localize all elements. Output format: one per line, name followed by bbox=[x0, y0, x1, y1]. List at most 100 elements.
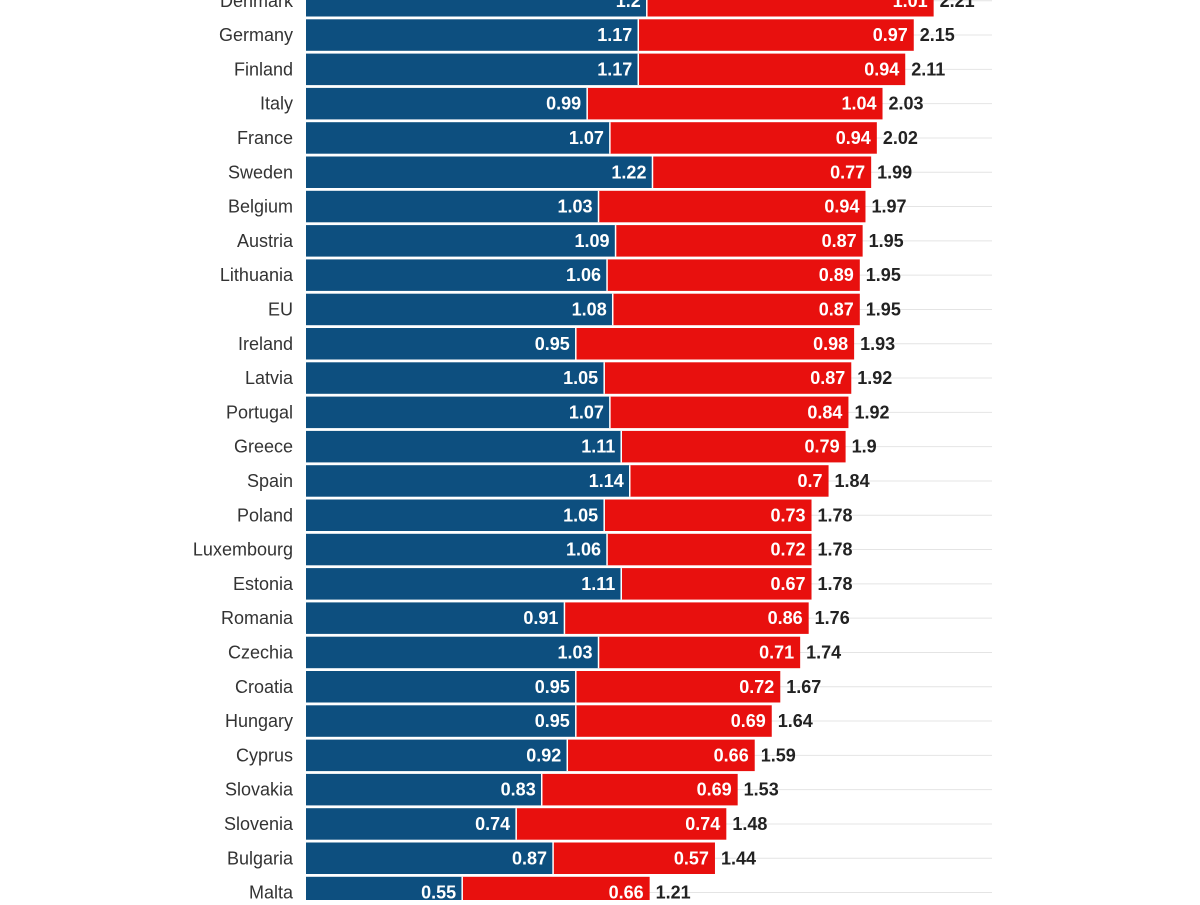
total-label: 1.95 bbox=[866, 265, 901, 285]
data-label-series1: 0.55 bbox=[421, 883, 456, 900]
data-label-series1: 1.11 bbox=[581, 437, 615, 457]
data-label-series1: 1.03 bbox=[557, 642, 592, 662]
data-label-series2: 0.89 bbox=[819, 265, 854, 285]
category-label: Ireland bbox=[238, 334, 293, 354]
data-label-series1: 1.07 bbox=[569, 402, 604, 422]
category-label: Romania bbox=[221, 608, 294, 628]
bar-series2 bbox=[575, 328, 855, 360]
total-label: 1.78 bbox=[818, 505, 853, 525]
bar-series2 bbox=[612, 293, 860, 326]
data-label-series1: 1.11 bbox=[581, 574, 615, 594]
bar-series2 bbox=[598, 190, 866, 223]
category-label: Germany bbox=[219, 25, 293, 45]
category-label: Hungary bbox=[225, 711, 293, 731]
bar-series2 bbox=[621, 430, 846, 463]
total-label: 1.48 bbox=[732, 814, 767, 834]
bar-series2 bbox=[652, 156, 872, 188]
bar-series1 bbox=[306, 156, 653, 188]
bar-series2 bbox=[575, 705, 772, 737]
bar-series1 bbox=[306, 53, 639, 86]
total-label: 1.21 bbox=[656, 883, 691, 900]
bar-series1 bbox=[306, 671, 576, 703]
category-label: Finland bbox=[234, 59, 293, 79]
category-label: France bbox=[237, 128, 293, 148]
data-label-series1: 1.05 bbox=[563, 368, 598, 388]
total-label: 2.11 bbox=[911, 59, 945, 79]
bars bbox=[306, 0, 934, 905]
bar-series2 bbox=[564, 602, 809, 634]
data-label-series1: 1.2 bbox=[616, 0, 641, 11]
category-label: Latvia bbox=[245, 368, 294, 388]
data-label-series2: 0.69 bbox=[697, 780, 732, 800]
bar-series2 bbox=[553, 842, 715, 874]
bar-series1 bbox=[306, 87, 588, 120]
total-label: 2.15 bbox=[920, 25, 955, 45]
bar-series2 bbox=[609, 396, 849, 429]
bar-series1 bbox=[306, 568, 622, 600]
category-label: Spain bbox=[247, 471, 293, 491]
bar-series2 bbox=[607, 533, 812, 566]
data-label-series1: 1.06 bbox=[566, 540, 601, 560]
bar-series1 bbox=[306, 842, 554, 874]
category-label: EU bbox=[268, 299, 293, 319]
bar-series1 bbox=[306, 465, 630, 497]
bar-series1 bbox=[306, 602, 565, 634]
category-label: Poland bbox=[237, 505, 293, 525]
bar-series2 bbox=[609, 122, 877, 154]
category-label: Luxembourg bbox=[193, 540, 293, 560]
data-label-series2: 0.7 bbox=[798, 471, 823, 491]
labels: Denmark 1.2 1.01 2.21 Germany 1.17 0.97 2.15 Fin… bbox=[193, 0, 975, 903]
total-label: 2.03 bbox=[889, 94, 924, 114]
bar-series1 bbox=[306, 259, 608, 291]
bar-series2 bbox=[575, 671, 781, 703]
total-label: 1.78 bbox=[818, 574, 853, 594]
bar-series1 bbox=[306, 122, 610, 154]
total-label: 1.9 bbox=[852, 437, 877, 457]
bar-series2 bbox=[646, 0, 934, 17]
data-label-series1: 1.22 bbox=[611, 162, 646, 182]
category-label: Malta bbox=[249, 883, 294, 900]
category-label: Italy bbox=[260, 94, 293, 114]
total-label: 1.95 bbox=[866, 299, 901, 319]
data-label-series1: 1.14 bbox=[589, 471, 624, 491]
data-label-series1: 0.91 bbox=[523, 608, 558, 628]
data-label-series2: 0.66 bbox=[714, 745, 749, 765]
total-label: 2.02 bbox=[883, 128, 918, 148]
data-label-series1: 0.74 bbox=[475, 814, 510, 834]
data-label-series1: 0.95 bbox=[535, 711, 570, 731]
bar-series1 bbox=[306, 362, 605, 394]
total-label: 1.92 bbox=[854, 402, 889, 422]
data-label-series2: 0.84 bbox=[807, 402, 842, 422]
total-label: 1.53 bbox=[744, 780, 779, 800]
data-label-series2: 0.87 bbox=[810, 368, 845, 388]
total-label: 1.44 bbox=[721, 848, 756, 868]
bar-series2 bbox=[604, 362, 852, 394]
bar-series2 bbox=[598, 636, 801, 669]
data-label-series1: 1.17 bbox=[597, 25, 632, 45]
data-label-series2: 0.94 bbox=[864, 59, 899, 79]
data-label-series2: 0.94 bbox=[824, 197, 859, 217]
data-label-series2: 0.77 bbox=[830, 162, 865, 182]
data-label-series2: 1.04 bbox=[841, 94, 876, 114]
bar-series1 bbox=[306, 739, 568, 772]
bar-series2 bbox=[615, 225, 863, 257]
data-label-series1: 1.09 bbox=[575, 231, 610, 251]
total-label: 1.67 bbox=[786, 677, 821, 697]
total-label: 1.78 bbox=[818, 540, 853, 560]
bar-series2 bbox=[604, 499, 812, 531]
data-label-series2: 0.57 bbox=[674, 848, 709, 868]
bar-series1 bbox=[306, 636, 599, 669]
category-label: Croatia bbox=[235, 677, 294, 697]
data-label-series2: 0.97 bbox=[873, 25, 908, 45]
category-label: Slovakia bbox=[225, 780, 294, 800]
data-label-series1: 1.08 bbox=[572, 299, 607, 319]
bar-series1 bbox=[306, 328, 576, 360]
category-label: Greece bbox=[234, 437, 293, 457]
data-label-series2: 0.71 bbox=[759, 642, 794, 662]
total-label: 1.92 bbox=[857, 368, 892, 388]
bar-series1 bbox=[306, 533, 608, 566]
data-label-series2: 0.86 bbox=[768, 608, 803, 628]
bar-series2 bbox=[638, 19, 914, 51]
